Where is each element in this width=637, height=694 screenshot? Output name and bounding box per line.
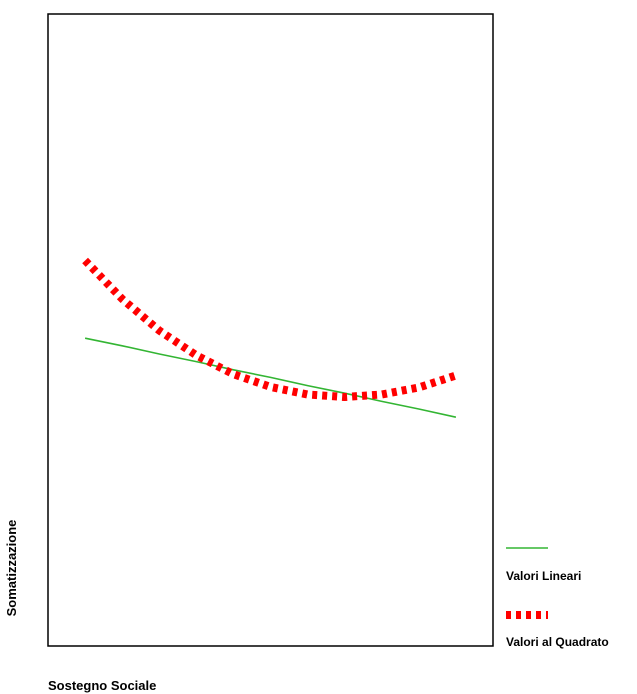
x-axis-label: Sostegno Sociale bbox=[48, 678, 156, 693]
legend: Valori Lineari Valori al Quadrato bbox=[506, 547, 609, 649]
series-layer bbox=[82, 257, 458, 418]
series-line-valori-lineari bbox=[84, 337, 457, 418]
legend-label-valori-lineari: Valori Lineari bbox=[506, 569, 581, 583]
plot-area-frame bbox=[47, 13, 494, 647]
legend-label-valori-al-quadrato: Valori al Quadrato bbox=[506, 635, 609, 649]
series-line-valori-al-quadrato bbox=[82, 257, 458, 402]
y-axis-label: Somatizzazione bbox=[4, 520, 19, 617]
